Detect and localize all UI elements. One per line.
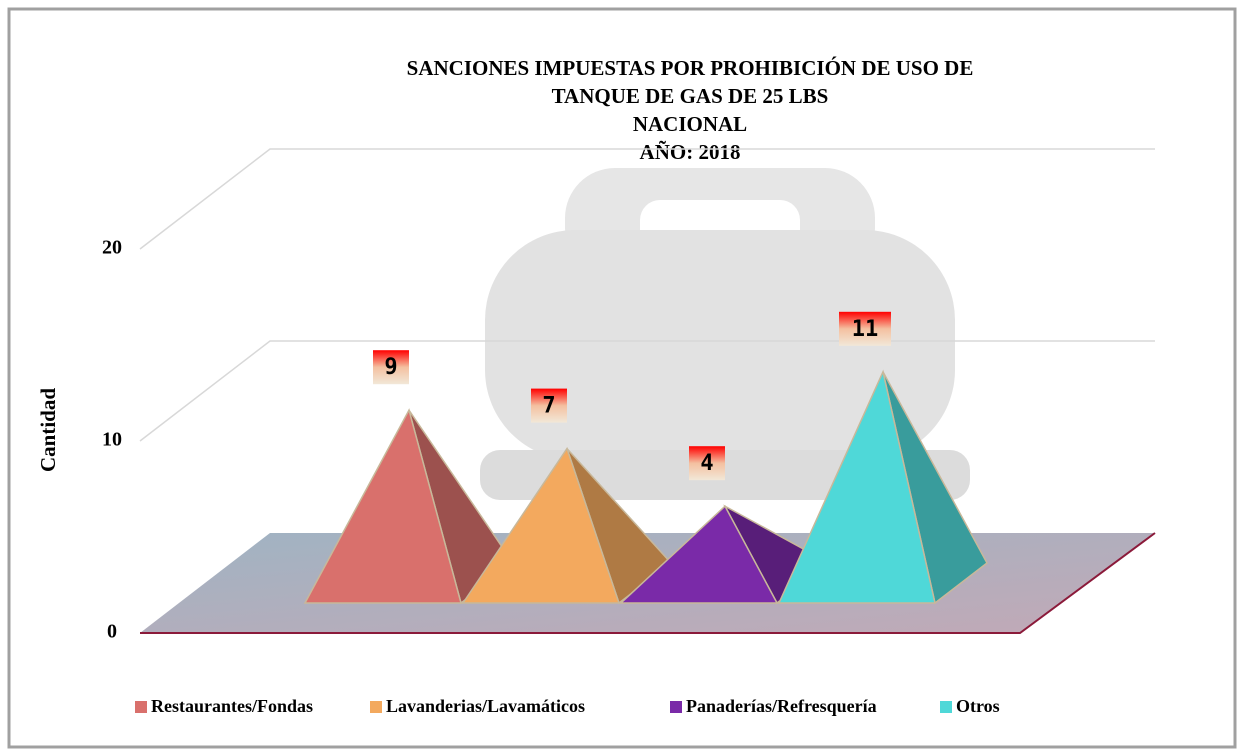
data-label: 11 xyxy=(852,317,879,342)
legend-label: Otros xyxy=(956,696,1000,716)
legend-label: Panaderías/Refresquería xyxy=(686,696,877,716)
legend-swatch xyxy=(135,701,147,713)
chart-title: AÑO: 2018 xyxy=(640,140,741,164)
y-axis-label: Cantidad xyxy=(36,388,60,472)
chart: SANCIONES IMPUESTAS POR PROHIBICIÓN DE U… xyxy=(0,0,1244,756)
legend-swatch xyxy=(670,701,682,713)
legend-swatch xyxy=(370,701,382,713)
legend-label: Lavanderias/Lavamáticos xyxy=(386,696,585,716)
chart-title: NACIONAL xyxy=(633,112,747,136)
data-label: 7 xyxy=(542,394,555,419)
data-label: 4 xyxy=(700,451,713,476)
legend-label: Restaurantes/Fondas xyxy=(151,696,313,716)
chart-title: SANCIONES IMPUESTAS POR PROHIBICIÓN DE U… xyxy=(407,56,974,80)
chart-title: TANQUE DE GAS DE 25 LBS xyxy=(552,84,829,108)
data-label: 9 xyxy=(384,355,397,380)
y-tick-label: 0 xyxy=(107,621,117,643)
legend-swatch xyxy=(940,701,952,713)
y-tick-label: 20 xyxy=(102,237,122,259)
y-tick-label: 10 xyxy=(102,429,122,451)
